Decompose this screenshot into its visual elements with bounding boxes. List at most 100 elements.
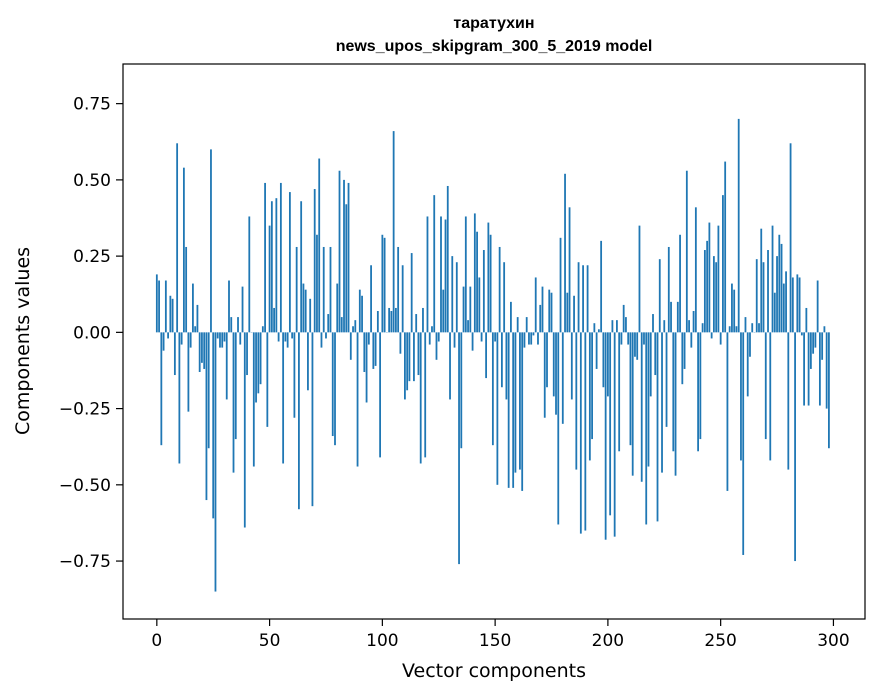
- bar: [593, 323, 595, 332]
- bar: [510, 302, 512, 332]
- bar: [612, 320, 614, 332]
- bar: [817, 281, 819, 333]
- bar: [632, 332, 634, 475]
- bar: [379, 332, 381, 457]
- bar: [711, 332, 713, 338]
- bar: [790, 143, 792, 332]
- bar: [406, 332, 408, 390]
- bar: [343, 180, 345, 332]
- bar: [661, 332, 663, 472]
- bar: [323, 247, 325, 332]
- bar: [512, 332, 514, 488]
- bar: [438, 332, 440, 341]
- bar: [469, 287, 471, 333]
- bar: [738, 119, 740, 332]
- bar: [483, 250, 485, 332]
- bar: [418, 332, 420, 375]
- y-axis-label: Components values: [12, 247, 34, 435]
- bar: [316, 235, 318, 333]
- y-tick-label: 0.50: [73, 171, 111, 191]
- bar: [321, 332, 323, 347]
- bar: [314, 189, 316, 332]
- bar: [824, 326, 826, 332]
- bar: [821, 332, 823, 359]
- bar: [733, 290, 735, 333]
- y-tick-label: 0.25: [73, 247, 111, 267]
- bar: [596, 332, 598, 369]
- bar: [192, 284, 194, 333]
- bar: [713, 256, 715, 332]
- bar: [639, 226, 641, 333]
- bar: [681, 332, 683, 384]
- bar: [740, 332, 742, 460]
- bar: [812, 332, 814, 353]
- bar: [294, 332, 296, 417]
- bar: [174, 332, 176, 375]
- bar: [402, 265, 404, 332]
- bar: [456, 262, 458, 332]
- bar: [720, 332, 722, 344]
- bar: [377, 311, 379, 332]
- bar: [578, 262, 580, 332]
- bar: [395, 308, 397, 332]
- bar: [560, 238, 562, 333]
- bar: [496, 332, 498, 484]
- bar: [237, 317, 239, 332]
- bar: [212, 332, 214, 518]
- bar: [370, 265, 372, 332]
- bar: [296, 247, 298, 332]
- bar: [562, 332, 564, 423]
- bar: [289, 192, 291, 332]
- bar: [431, 326, 433, 332]
- bar: [702, 323, 704, 332]
- bar: [233, 332, 235, 472]
- bar: [684, 332, 686, 369]
- bar: [208, 332, 210, 448]
- bar: [751, 323, 753, 332]
- bar: [460, 332, 462, 448]
- bar: [573, 296, 575, 333]
- bar: [305, 290, 307, 333]
- bar: [727, 332, 729, 491]
- bar: [262, 326, 264, 332]
- bar: [341, 317, 343, 332]
- bar: [756, 259, 758, 332]
- bar: [393, 131, 395, 332]
- bar: [625, 317, 627, 332]
- bar: [264, 183, 266, 332]
- bar: [458, 332, 460, 564]
- bar: [602, 332, 604, 387]
- bar: [246, 332, 248, 375]
- bar: [413, 332, 415, 381]
- bar: [652, 314, 654, 332]
- bar: [808, 332, 810, 405]
- bar: [257, 332, 259, 393]
- bar: [503, 262, 505, 332]
- bar: [381, 235, 383, 333]
- bar: [704, 250, 706, 332]
- bar: [354, 320, 356, 332]
- bar: [548, 290, 550, 333]
- bar: [183, 168, 185, 333]
- bar: [169, 296, 171, 333]
- bar: [194, 326, 196, 332]
- bar: [397, 247, 399, 332]
- bar: [774, 293, 776, 333]
- bar: [307, 332, 309, 390]
- bar: [287, 332, 289, 347]
- bar: [810, 332, 812, 369]
- bar: [242, 287, 244, 333]
- bar: [156, 274, 158, 332]
- bar: [339, 171, 341, 333]
- bar: [506, 332, 508, 399]
- bar: [442, 290, 444, 333]
- bar: [345, 204, 347, 332]
- bar: [801, 332, 803, 335]
- bar: [515, 332, 517, 472]
- bar: [745, 317, 747, 332]
- bar: [546, 332, 548, 387]
- bar: [375, 332, 377, 366]
- bar: [645, 332, 647, 524]
